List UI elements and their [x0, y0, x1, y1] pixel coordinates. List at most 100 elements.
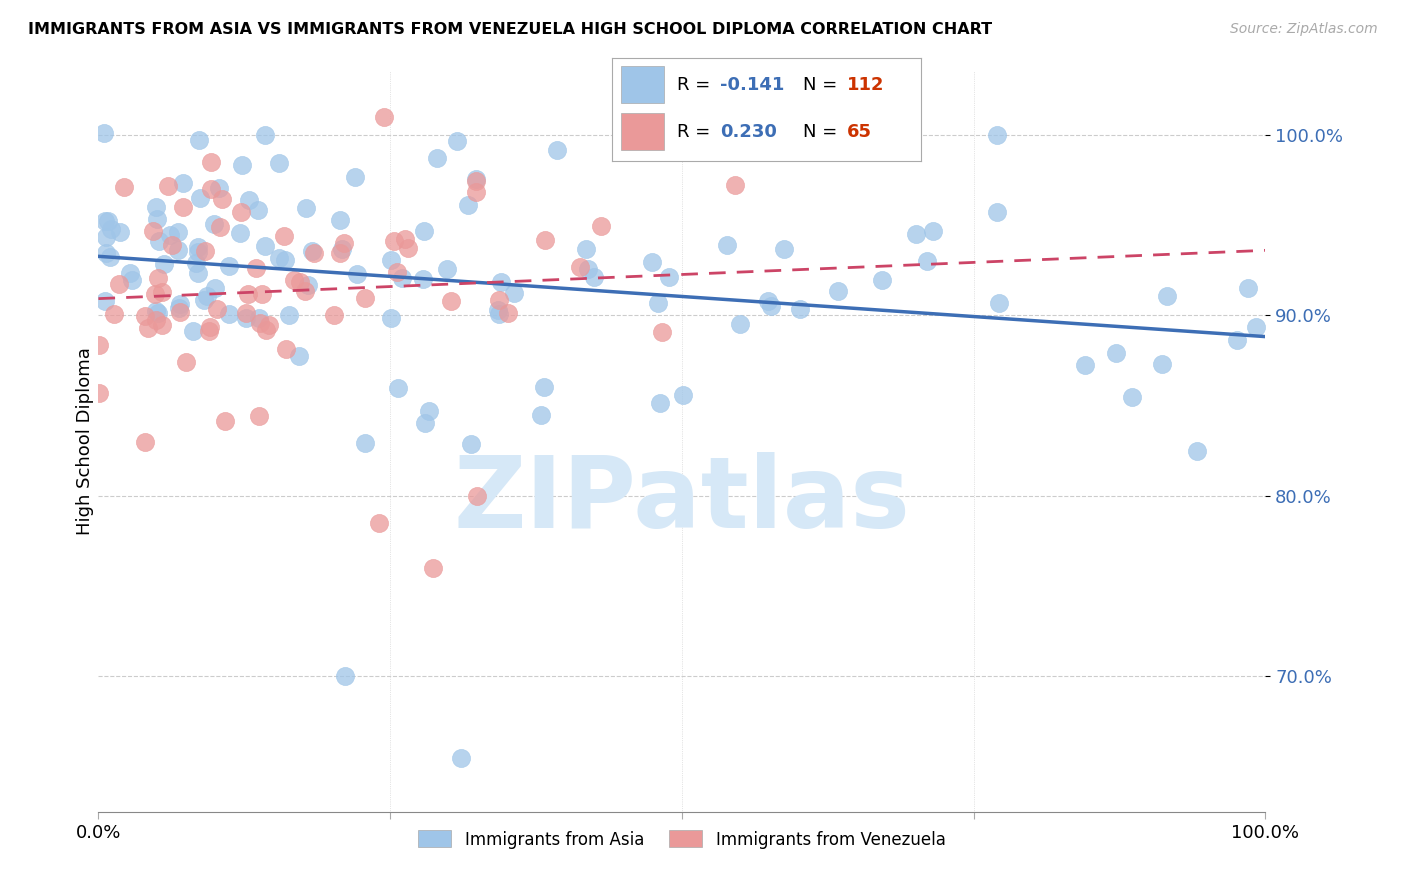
- Point: [986, 204, 1008, 219]
- Point: [589, 219, 612, 234]
- Point: [145, 200, 167, 214]
- Point: [94, 293, 117, 308]
- Point: [172, 200, 194, 214]
- Point: [724, 178, 747, 193]
- Point: [502, 286, 524, 301]
- Point: [651, 325, 673, 339]
- Point: [373, 110, 395, 124]
- Point: [368, 516, 391, 530]
- Point: [1074, 358, 1097, 372]
- Point: [436, 261, 458, 276]
- Point: [440, 294, 463, 309]
- Point: [146, 271, 169, 285]
- Point: [146, 306, 169, 320]
- Point: [329, 213, 352, 227]
- Point: [100, 221, 122, 235]
- Point: [167, 243, 190, 257]
- Point: [329, 246, 352, 260]
- Point: [257, 318, 280, 332]
- Point: [274, 342, 297, 356]
- Point: [254, 323, 277, 337]
- Point: [136, 320, 159, 334]
- Point: [986, 128, 1008, 142]
- Point: [235, 306, 257, 320]
- Point: [254, 239, 277, 253]
- Point: [121, 273, 143, 287]
- Point: [187, 244, 209, 259]
- Point: [247, 409, 270, 423]
- Point: [103, 307, 125, 321]
- Point: [1226, 333, 1249, 347]
- Point: [657, 269, 679, 284]
- Point: [1150, 357, 1173, 371]
- Point: [301, 244, 323, 259]
- Point: [394, 232, 416, 246]
- Point: [120, 266, 142, 280]
- Point: [294, 285, 316, 299]
- Point: [288, 349, 311, 363]
- Point: [150, 285, 173, 299]
- Point: [152, 257, 174, 271]
- Point: [905, 227, 928, 241]
- Point: [145, 313, 167, 327]
- Point: [1237, 281, 1260, 295]
- Point: [231, 158, 253, 172]
- Point: [546, 143, 568, 157]
- Point: [418, 404, 440, 418]
- Point: [465, 489, 488, 503]
- Point: [915, 254, 938, 268]
- Point: [247, 202, 270, 217]
- Point: [184, 256, 207, 270]
- Point: [200, 319, 222, 334]
- Point: [583, 270, 606, 285]
- Text: 112: 112: [846, 76, 884, 94]
- Text: R =: R =: [676, 76, 716, 94]
- Point: [166, 225, 188, 239]
- Point: [283, 272, 305, 286]
- Point: [457, 197, 479, 211]
- Point: [387, 265, 409, 279]
- Point: [245, 260, 267, 275]
- Point: [188, 133, 211, 147]
- Point: [716, 237, 738, 252]
- Point: [143, 286, 166, 301]
- Point: [346, 267, 368, 281]
- Point: [333, 235, 356, 250]
- Point: [157, 179, 180, 194]
- Point: [333, 669, 356, 683]
- Point: [344, 170, 367, 185]
- Text: N =: N =: [803, 76, 844, 94]
- Point: [290, 275, 312, 289]
- Text: IMMIGRANTS FROM ASIA VS IMMIGRANTS FROM VENEZUELA HIGH SCHOOL DIPLOMA CORRELATIO: IMMIGRANTS FROM ASIA VS IMMIGRANTS FROM …: [28, 22, 993, 37]
- Point: [205, 302, 228, 317]
- Point: [330, 242, 353, 256]
- Text: -0.141: -0.141: [720, 76, 785, 94]
- Point: [413, 417, 436, 431]
- Point: [94, 229, 117, 244]
- Point: [181, 324, 204, 338]
- Point: [169, 297, 191, 311]
- Point: [640, 255, 662, 269]
- Point: [93, 126, 115, 140]
- Point: [988, 295, 1011, 310]
- FancyBboxPatch shape: [621, 66, 664, 103]
- Point: [488, 307, 510, 321]
- Point: [387, 381, 409, 395]
- Point: [98, 250, 121, 264]
- Point: [496, 306, 519, 320]
- Point: [235, 310, 257, 325]
- Point: [382, 234, 405, 248]
- Point: [249, 316, 271, 330]
- Point: [354, 291, 377, 305]
- Point: [142, 224, 165, 238]
- Point: [89, 338, 111, 352]
- Point: [195, 289, 218, 303]
- Point: [108, 277, 131, 291]
- Point: [187, 240, 209, 254]
- Text: ZIPatlas: ZIPatlas: [454, 452, 910, 549]
- Point: [200, 155, 222, 169]
- Point: [198, 324, 221, 338]
- Point: [94, 246, 117, 260]
- Point: [412, 272, 434, 286]
- Point: [134, 434, 156, 449]
